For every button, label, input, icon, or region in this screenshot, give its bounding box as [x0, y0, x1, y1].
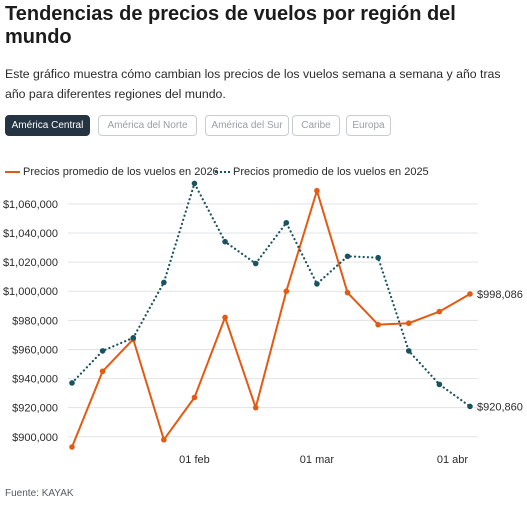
y-tick-label: $960,000: [12, 344, 58, 356]
tab-caribe[interactable]: Caribe: [292, 115, 340, 136]
chart-title: Tendencias de precios de vuelos por regi…: [5, 3, 456, 48]
data-point-2026: [436, 308, 443, 315]
data-point-2026: [191, 394, 198, 401]
y-tick-label: $1,060,000: [3, 199, 58, 211]
data-point-2025: [314, 281, 320, 287]
series-line-2026: [71, 189, 471, 448]
data-point-2026: [222, 314, 228, 321]
legend-swatch-2025: [215, 171, 230, 173]
data-point-2025: [252, 260, 259, 267]
data-point-2026: [161, 436, 167, 443]
data-point-2025: [130, 334, 137, 341]
y-tick-label: $1,040,000: [3, 228, 58, 240]
line-chart: $900,000 $920,000 $940,000 $960,000 $980,000…: [3, 180, 523, 466]
legend-label-2025: Precios promedio de los vuelos en 2025: [233, 166, 429, 178]
data-point-2026: [344, 289, 351, 296]
y-tick-label: $920,000: [12, 403, 58, 415]
data-point-2025: [222, 238, 228, 245]
data-point-2025: [405, 348, 412, 354]
data-point-2026: [375, 321, 381, 328]
x-tick-label: 01 abr: [437, 454, 469, 466]
tab-america-del-sur[interactable]: América del Sur: [205, 115, 289, 136]
data-point-2025: [191, 180, 198, 187]
end-label-2025: $920,860: [477, 401, 523, 413]
data-point-2025: [283, 219, 290, 226]
data-point-2026: [467, 291, 473, 297]
x-tick-label: 01 feb: [179, 454, 210, 466]
y-tick-label: $940,000: [12, 374, 58, 386]
end-label-2026: $998,086: [477, 289, 523, 301]
data-point-2025: [69, 380, 75, 386]
tab-america-central[interactable]: América Central: [5, 115, 90, 136]
y-tick-label: $980,000: [12, 315, 58, 327]
y-tick-label: $1,020,000: [3, 257, 58, 269]
data-point-2026: [69, 444, 75, 450]
data-point-2026: [405, 320, 412, 327]
legend-label-2026: Precios promedio de los vuelos en 2026: [23, 166, 219, 178]
tab-america-del-norte[interactable]: América del Norte: [98, 115, 197, 136]
data-point-2025: [161, 279, 167, 286]
y-tick-label: $1,000,000: [3, 286, 58, 298]
tab-europa[interactable]: Europa: [346, 115, 391, 136]
data-point-2026: [314, 187, 320, 194]
data-point-2025: [436, 381, 443, 388]
data-point-2025: [344, 253, 351, 260]
x-tick-label: 01 mar: [300, 454, 335, 466]
data-point-2025: [99, 348, 106, 354]
data-point-2026: [283, 288, 290, 295]
chart-subtitle: Este gráfico muestra cómo cambian los pr…: [5, 67, 501, 101]
data-point-2025: [375, 254, 381, 261]
source-note: Fuente: KAYAK: [5, 488, 74, 499]
y-tick-label: $900,000: [12, 432, 58, 444]
series-line-2025: [70, 182, 472, 408]
data-point-2025: [467, 403, 473, 410]
legend-swatch-2026: [5, 171, 20, 173]
data-point-2026: [99, 368, 106, 375]
data-point-2026: [252, 404, 259, 411]
